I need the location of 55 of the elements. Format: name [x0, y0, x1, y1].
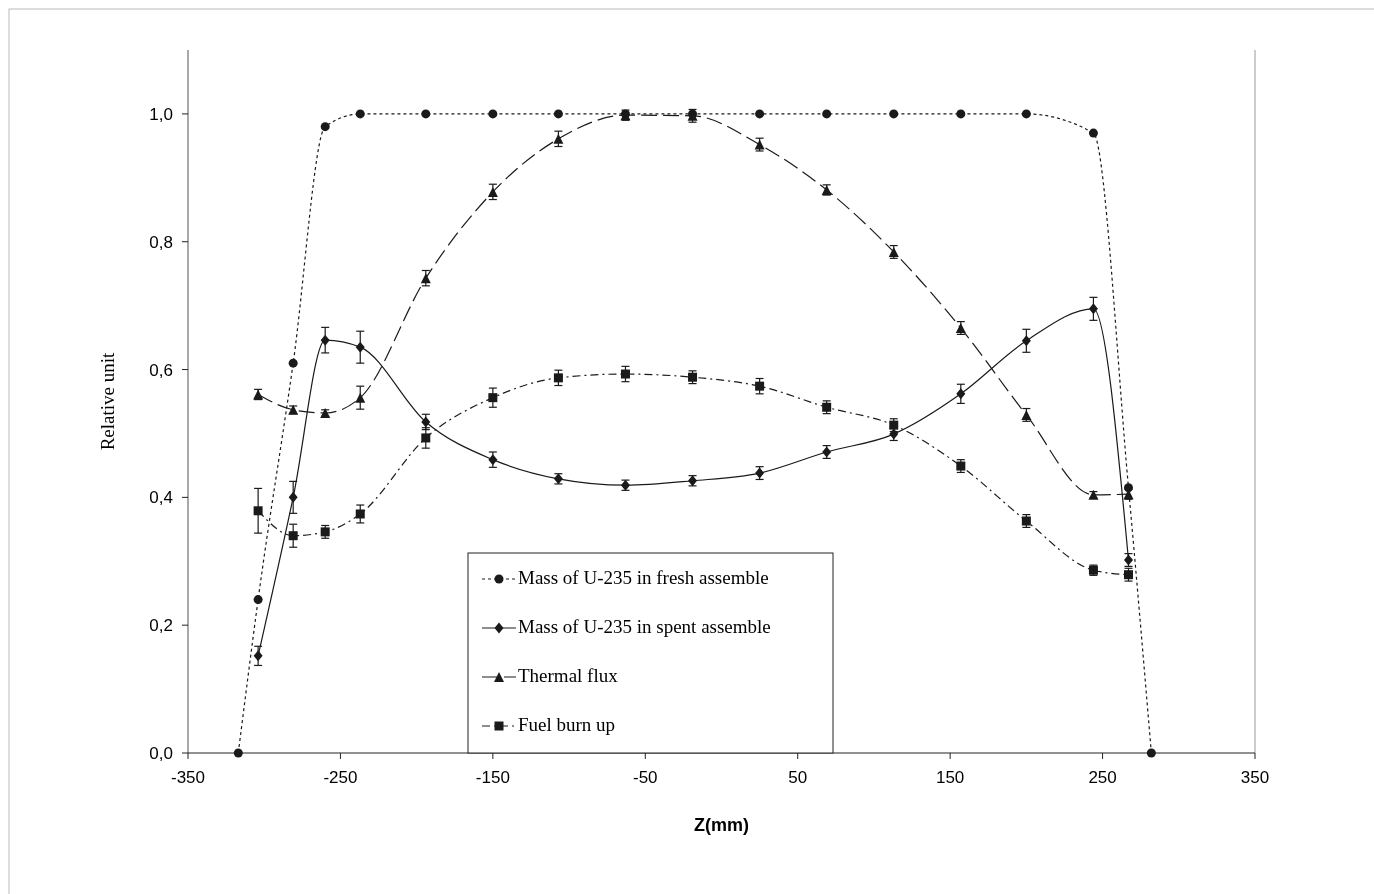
x-axis-title: Z(mm): [694, 815, 749, 835]
x-tick-label: 50: [788, 768, 808, 787]
y-tick-label: 0,2: [149, 616, 173, 636]
y-tick-label: 0,0: [149, 744, 173, 763]
point: [233, 748, 243, 758]
point: [420, 273, 431, 284]
point: [253, 595, 263, 605]
x-tick-label: -250: [323, 768, 358, 787]
point: [487, 186, 498, 197]
point: [1021, 335, 1031, 347]
legend-label: Thermal flux: [518, 665, 619, 686]
x-tick-label: 150: [935, 768, 965, 787]
point: [1088, 128, 1098, 138]
point: [355, 509, 365, 519]
point: [1146, 748, 1156, 758]
point: [288, 358, 298, 368]
point: [253, 506, 263, 516]
point: [755, 381, 765, 391]
y-tick-label: 0,4: [149, 488, 173, 508]
point: [288, 531, 298, 541]
point: [1088, 303, 1098, 315]
point: [355, 341, 365, 353]
y-tick-label: 1,0: [149, 104, 173, 124]
point: [956, 388, 966, 400]
point: [1021, 109, 1031, 119]
point: [620, 369, 630, 379]
legend-label: Fuel burn up: [518, 714, 616, 735]
point: [421, 433, 431, 443]
point: [421, 109, 431, 119]
point: [488, 109, 498, 119]
legend-label: Mass of U-235 in spent assemble: [518, 616, 771, 637]
point: [288, 491, 298, 503]
point: [553, 133, 564, 144]
point: [320, 122, 330, 132]
x-tick-label: -350: [170, 768, 206, 787]
point: [488, 393, 498, 403]
point: [553, 109, 563, 119]
legend-label: Mass of U-235 in fresh assemble: [518, 567, 769, 588]
point: [355, 109, 365, 119]
x-tick-label: -150: [475, 768, 510, 787]
point: [822, 109, 832, 119]
point: [253, 650, 263, 662]
y-tick-label: 0,8: [149, 232, 173, 252]
y-tick-label: 0,6: [149, 360, 173, 380]
point: [355, 392, 366, 403]
x-tick-label: -50: [633, 768, 658, 787]
y-axis-title: Relative unit: [97, 351, 118, 451]
point: [553, 373, 563, 383]
point: [889, 109, 899, 119]
x-tick-label: 350: [1240, 768, 1270, 787]
point: [956, 109, 966, 119]
point: [1123, 483, 1133, 493]
point: [320, 334, 330, 346]
x-tick-label: 250: [1088, 768, 1117, 787]
point: [755, 109, 765, 119]
